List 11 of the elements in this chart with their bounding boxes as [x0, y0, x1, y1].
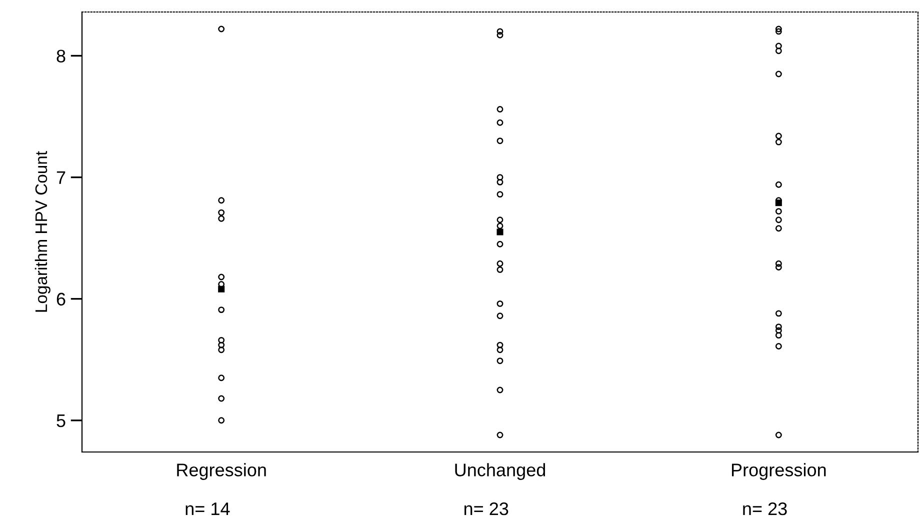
x-tick-label: Regression: [177, 463, 266, 480]
text: n= 14: [186, 502, 230, 515]
text: n= 23: [464, 502, 508, 516]
y-tick-label: 5: [56, 414, 66, 428]
x-tick-label: Progression: [732, 463, 826, 480]
y-axis-title: Logarithm HPV Count: [34, 151, 50, 312]
y-tick-label: 7: [56, 171, 66, 184]
text: n= 23: [743, 502, 787, 516]
y-tick-label: 8: [56, 50, 66, 62]
x-tick-label: Unchanged: [455, 463, 546, 480]
y-tick-label: 6: [56, 292, 66, 306]
